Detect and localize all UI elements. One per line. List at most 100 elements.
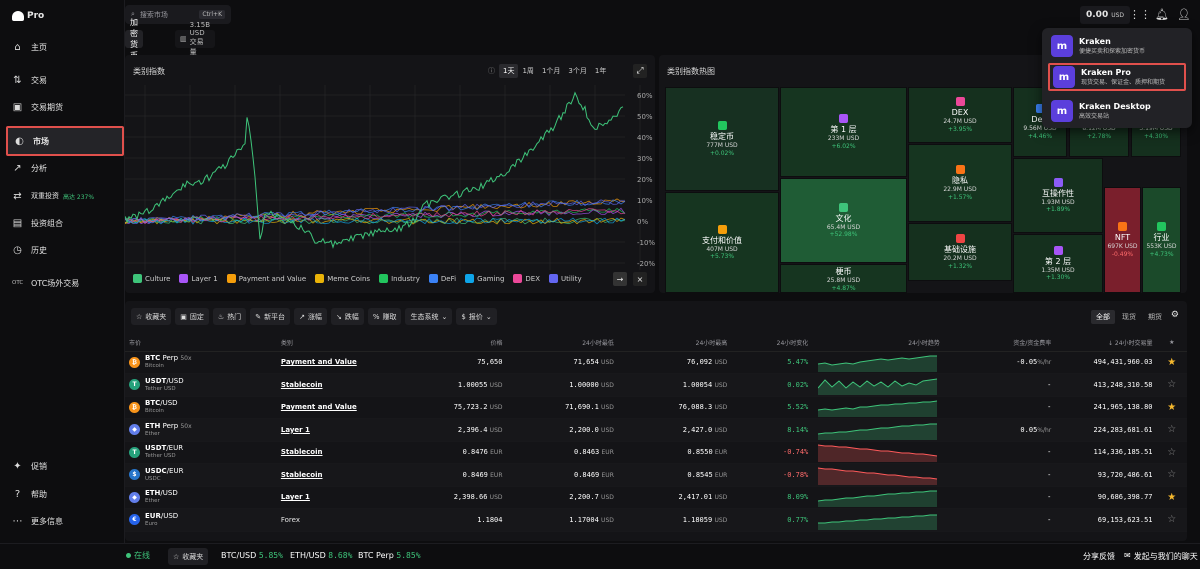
heatmap-cell[interactable]: 隐私 22.9M USD +1.57% (908, 144, 1012, 222)
cell-category[interactable]: Payment and Value (276, 351, 450, 374)
range-1y[interactable]: 1年 (594, 67, 607, 75)
bell-icon[interactable]: 🔔︎ (1155, 7, 1169, 21)
filter-pinned[interactable]: ▣ 固定 (175, 308, 209, 325)
view-spot[interactable]: 现货 (1122, 313, 1136, 321)
range-1d[interactable]: 1天 (499, 64, 519, 78)
heatmap-cell[interactable]: 文化 65.4M USD +52.98% (780, 178, 907, 263)
legend-item[interactable]: Payment and Value (226, 274, 306, 283)
range-1w[interactable]: 1周 (522, 67, 534, 75)
sidebar-item-history[interactable]: ◷ 历史 (13, 244, 47, 256)
legend-item[interactable]: Culture (133, 274, 170, 283)
table-row[interactable]: ₿ BTC/USD Bitcoin Payment and Value 75,723.… (125, 396, 1187, 419)
app-grid-icon[interactable]: ⋮⋮ (1129, 7, 1151, 21)
sidebar-item-portfolio[interactable]: ▤ 投资组合 (12, 217, 63, 229)
app-kraken-pro[interactable]: m Kraken Pro 现货交易、保证金、质押和期货 (1048, 63, 1186, 91)
cell-fav[interactable]: ★ (1156, 396, 1187, 419)
heatmap-cell[interactable]: 支付和价值 407M USD +5.73% (665, 192, 779, 293)
sidebar-item-market[interactable]: ◐ 市场 (6, 126, 124, 156)
heatmap-cell[interactable]: 第 1 层 233M USD +6.02% (780, 87, 907, 177)
cell-fav[interactable]: ★ (1156, 486, 1187, 509)
ticker-btc-perp[interactable]: BTC Perp 5.85% (358, 551, 421, 560)
cell-category[interactable]: Forex (276, 508, 450, 532)
legend-item[interactable]: DeFi (428, 274, 456, 283)
cell-category[interactable]: Stablecoin (276, 373, 450, 397)
heatmap-cell[interactable]: NFT 697K USD -0.49% (1104, 187, 1141, 293)
legend-item[interactable]: Meme Coins (315, 274, 370, 283)
heatmap-cell[interactable]: 梗币 25.8M USD +4.87% (780, 264, 907, 293)
col-market[interactable]: 市价 (125, 334, 277, 352)
legend-next-button[interactable]: → (613, 272, 627, 286)
table-row[interactable]: € EUR/USD Euro Forex 1.1804 1.17004 USD 1.18… (125, 508, 1187, 532)
sidebar-item-dual-invest[interactable]: ⇄ 双重投资 高达 237% (13, 190, 95, 202)
sidebar-item-help[interactable]: ? 帮助 (6, 484, 124, 504)
feedback-link[interactable]: 分享反馈 (1083, 552, 1115, 561)
app-kraken-desktop[interactable]: m Kraken Desktop 高效交易站 (1048, 97, 1186, 125)
expand-icon[interactable]: ⤢ (633, 64, 647, 78)
heatmap-cell[interactable]: 第 2 层 1.35M USD +1.30% (1013, 234, 1103, 293)
cell-category[interactable]: Stablecoin (276, 463, 450, 487)
cell-fav[interactable]: ☆ (1156, 463, 1187, 487)
app-kraken[interactable]: m Kraken 便捷买卖和探索加密货币 (1048, 32, 1186, 60)
table-row[interactable]: $ USDC/EUR USDC Stablecoin 0.8469 EUR 0.8469… (125, 463, 1187, 487)
range-3m[interactable]: 3个月 (568, 67, 587, 75)
bottom-favorites-button[interactable]: ☆ 收藏夹 (168, 548, 209, 565)
info-icon[interactable]: ⓘ (488, 67, 495, 75)
heatmap-cell[interactable]: 基础设施 20.2M USD +1.32% (908, 223, 1012, 281)
ticker-btc-usd[interactable]: BTC/USD 5.85% (221, 551, 283, 560)
cell-fav[interactable]: ☆ (1156, 373, 1187, 397)
col-fav[interactable]: ★ (1156, 334, 1187, 352)
table-row[interactable]: T USDT/USD Tether USD Stablecoin 1.00055 US… (125, 373, 1187, 397)
legend-item[interactable]: Layer 1 (179, 274, 218, 283)
tab-crypto[interactable]: 加密货币 (125, 18, 143, 60)
col-price[interactable]: 价格 (449, 334, 507, 352)
filter-favorites[interactable]: ☆ 收藏夹 (131, 308, 172, 325)
col-category[interactable]: 类别 (276, 334, 450, 352)
search-input[interactable]: ⌕ 搜索市场 Ctrl+K (125, 5, 231, 24)
table-row[interactable]: T USDT/EUR Tether USD Stablecoin 0.8476 EUR… (125, 441, 1187, 464)
cell-category[interactable]: Stablecoin (276, 441, 450, 464)
kraken-pro-logo[interactable]: Pro (12, 11, 44, 21)
filter-new[interactable]: ✎ 新平台 (250, 308, 291, 325)
filter-gainers[interactable]: ↗ 涨幅 (294, 308, 327, 325)
legend-item[interactable]: DEX (513, 274, 540, 283)
col-funding[interactable]: 资金/资金费率 (943, 334, 1056, 352)
user-icon[interactable]: 👤︎ (1177, 7, 1191, 21)
settings-icon[interactable]: ⚙ (1170, 310, 1179, 320)
legend-item[interactable]: Utility (549, 274, 582, 283)
sidebar-item-trade[interactable]: ⇅ 交易 (13, 74, 47, 86)
sidebar-item-otc[interactable]: OTC OTC场外交易 (12, 278, 80, 288)
col-change[interactable]: 24小时变化 (731, 334, 813, 352)
cell-fav[interactable]: ★ (1156, 351, 1187, 374)
col-volume[interactable]: ↓ 24小时交易量 (1055, 334, 1157, 352)
cell-category[interactable]: Layer 1 (276, 418, 450, 442)
heatmap-cell[interactable]: 互操作性 1.93M USD +1.89% (1013, 158, 1103, 233)
col-trend[interactable]: 24小时趋势 (812, 334, 944, 352)
heatmap-cell[interactable]: DEX 24.7M USD +3.95% (908, 87, 1012, 143)
sidebar-item-promo[interactable]: ✦ 促销 (13, 460, 47, 472)
sidebar-item-analysis[interactable]: ↗ 分析 (13, 162, 47, 174)
filter-earn[interactable]: % 赚取 (367, 308, 402, 325)
filter-losers[interactable]: ↘ 跌幅 (330, 308, 364, 325)
cell-category[interactable]: Layer 1 (276, 486, 450, 509)
cell-fav[interactable]: ☆ (1156, 418, 1187, 442)
view-futures[interactable]: 期货 (1148, 313, 1162, 321)
balance-button[interactable]: 0.00 USD (1080, 6, 1131, 24)
heatmap-cell[interactable]: 稳定币 777M USD +0.02% (665, 87, 779, 191)
cell-category[interactable]: Payment and Value (276, 396, 450, 419)
filter-quote[interactable]: $ 报价 ⌄ (456, 308, 497, 325)
view-all[interactable]: 全部 (1091, 310, 1115, 324)
cell-fav[interactable]: ☆ (1156, 508, 1187, 532)
legend-item[interactable]: Gaming (465, 274, 504, 283)
col-low[interactable]: 24小时最低 (506, 334, 618, 352)
sidebar-item-more[interactable]: ⋯ 更多信息 (12, 515, 64, 527)
sidebar-item-futures[interactable]: ▣ 交易期货 (12, 101, 63, 113)
table-row[interactable]: ◆ ETH Perp 50x Ether Layer 1 2,396.4 USD 2,20… (125, 418, 1187, 442)
col-high[interactable]: 24小时最高 (617, 334, 732, 352)
table-row[interactable]: ◆ ETH/USD Ether Layer 1 2,398.66 USD 2,200.7… (125, 486, 1187, 509)
chat-link[interactable]: ✉ 发起与我们的聊天 (1124, 551, 1198, 561)
range-1m[interactable]: 1个月 (541, 67, 561, 75)
heatmap-cell[interactable]: 行业 553K USD +4.73% (1142, 187, 1181, 293)
legend-item[interactable]: Industry (379, 274, 420, 283)
cell-fav[interactable]: ☆ (1156, 441, 1187, 464)
sidebar-item-home[interactable]: ⌂ 主页 (6, 37, 124, 57)
